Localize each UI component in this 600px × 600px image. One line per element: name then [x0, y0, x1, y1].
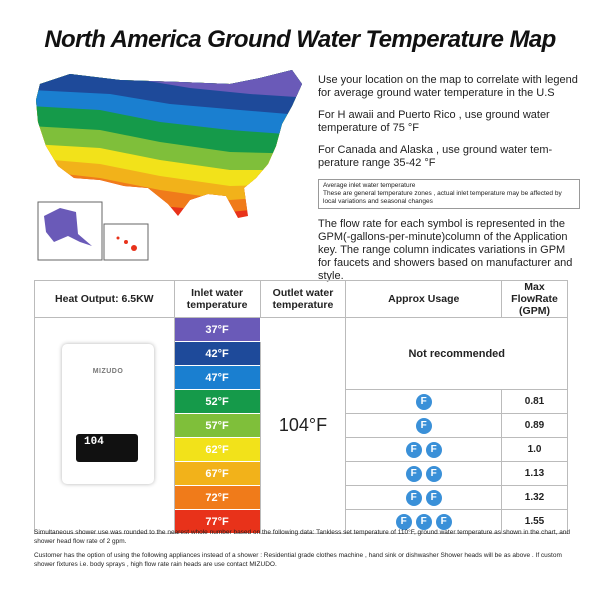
not-recommended-cell: Not recommended	[345, 317, 568, 390]
info-panel: Use your location on the map to correlat…	[318, 74, 580, 292]
table-row: 37°F 104°F Not recommended	[34, 317, 568, 534]
table-row: 67°F F F 1.13	[35, 461, 568, 486]
usage-table: Heat Output: 6.5KW Inlet water temperatu…	[34, 280, 568, 534]
faucet-icon: F	[415, 513, 432, 530]
faucet-icon: F	[435, 513, 452, 530]
inlet-temp-cell: 42°F	[173, 341, 261, 366]
header-heat-output: Heat Output: 6.5KW	[34, 280, 175, 318]
faucet-icon: F	[425, 465, 442, 482]
faucet-icon: F	[425, 489, 442, 506]
faucet-icon: F	[405, 441, 422, 458]
inlet-temp-cell: 62°F	[173, 437, 261, 462]
note-text: These are general temperature zones , ac…	[323, 190, 562, 205]
faucet-icon: F	[425, 441, 442, 458]
inlet-temp-cell: 57°F	[173, 413, 261, 438]
display-value: 104	[84, 436, 104, 448]
table-row: 47°F	[35, 365, 568, 390]
water-heater-image: MIZUDO 104	[62, 344, 154, 484]
footer-notes: Simultaneous shower use was rounded to t…	[34, 528, 572, 574]
header-outlet: Outlet water temperature	[259, 280, 347, 318]
flowrate-cell: 1.32	[501, 485, 568, 510]
info-text: For H awaii and Puerto Rico , use ground…	[318, 109, 550, 134]
inlet-temp-cell: 52°F	[173, 389, 261, 414]
faucet-icon: F	[395, 513, 412, 530]
page-title: North America Ground Water Temperature M…	[44, 26, 556, 53]
flowrate-cell: 0.81	[501, 389, 568, 414]
inlet-temp-cell: 72°F	[173, 485, 261, 510]
faucet-icon: F	[405, 489, 422, 506]
flowrate-cell: 0.89	[501, 413, 568, 438]
header-flowrate: Max FlowRate (GPM)	[501, 280, 568, 318]
footer-text: Customer has the option of using the fol…	[34, 552, 562, 568]
inlet-temp-cell: 47°F	[173, 365, 261, 390]
note-title: Average inlet water temperature	[323, 182, 416, 189]
table-row: 62°F F F 1.0	[35, 437, 568, 462]
header-usage: Approx Usage	[345, 280, 503, 318]
footer-text: Simultaneous shower use was rounded to t…	[34, 529, 571, 545]
outlet-temp-cell: 104°F	[259, 317, 347, 534]
faucet-icon: F	[405, 465, 422, 482]
brand-logo: MIZUDO	[92, 368, 124, 375]
flowrate-cell: 1.13	[501, 461, 568, 486]
info-text: Use your location on the map to correlat…	[318, 74, 578, 99]
heater-display: 104	[76, 434, 138, 462]
usage-cell: F	[345, 389, 503, 414]
table-row: 77°F F F F 1.55	[35, 509, 568, 534]
flowrate-cell: 1.55	[501, 509, 568, 534]
us-temperature-map	[36, 70, 302, 261]
inlet-temp-cell: 67°F	[173, 461, 261, 486]
header-inlet: Inlet water temperature	[173, 280, 261, 318]
flow-text: The flow rate for each symbol is represe…	[318, 218, 573, 282]
faucet-icon: F	[415, 393, 432, 410]
faucet-icon: F	[415, 417, 432, 434]
table-row: 57°F F 0.89	[35, 413, 568, 438]
inlet-temp-cell: 77°F	[173, 509, 261, 534]
usage-cell: F	[345, 413, 503, 438]
table-row: 42°F	[35, 341, 568, 366]
flowrate-cell: 1.0	[501, 437, 568, 462]
info-text: For Canada and Alaska , use ground water…	[318, 144, 553, 169]
inlet-temp-cell: 37°F	[173, 317, 261, 342]
table-row: 52°F F 0.81	[35, 389, 568, 414]
note-box: Average inlet water temperature These ar…	[318, 179, 580, 209]
